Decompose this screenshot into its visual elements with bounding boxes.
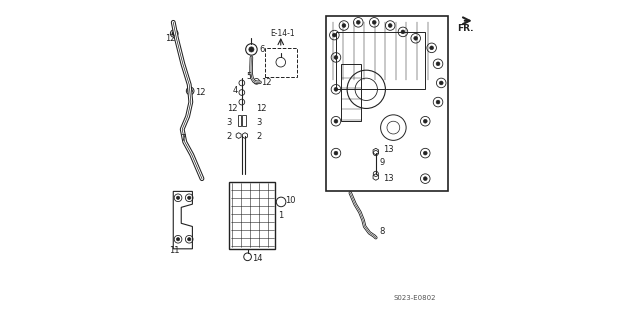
Circle shape bbox=[423, 177, 427, 181]
Circle shape bbox=[172, 31, 177, 36]
Bar bbox=[238, 115, 241, 126]
Text: 11: 11 bbox=[170, 246, 180, 255]
Circle shape bbox=[423, 119, 427, 123]
Text: 7: 7 bbox=[180, 134, 186, 143]
Text: S023-E0802: S023-E0802 bbox=[394, 295, 436, 301]
Circle shape bbox=[334, 151, 338, 155]
Circle shape bbox=[436, 100, 440, 104]
Circle shape bbox=[188, 89, 193, 93]
Text: 12: 12 bbox=[261, 78, 271, 87]
Circle shape bbox=[356, 20, 360, 24]
Text: 12: 12 bbox=[227, 104, 238, 113]
Bar bbox=[336, 32, 425, 89]
Text: 3: 3 bbox=[256, 118, 262, 127]
Text: 4: 4 bbox=[232, 86, 237, 95]
Circle shape bbox=[439, 81, 443, 85]
Circle shape bbox=[334, 56, 338, 59]
Text: 10: 10 bbox=[285, 196, 296, 205]
Text: 8: 8 bbox=[379, 227, 385, 236]
Circle shape bbox=[414, 36, 418, 40]
Text: 2: 2 bbox=[226, 132, 231, 141]
Text: 14: 14 bbox=[252, 254, 263, 263]
Text: 12: 12 bbox=[165, 34, 176, 43]
Bar bbox=[243, 115, 246, 126]
Circle shape bbox=[429, 46, 433, 50]
Text: 2: 2 bbox=[256, 132, 262, 141]
Text: 12: 12 bbox=[256, 104, 267, 113]
Circle shape bbox=[177, 238, 180, 241]
Text: FR.: FR. bbox=[457, 24, 474, 33]
Text: 3: 3 bbox=[226, 118, 231, 127]
Text: 5: 5 bbox=[246, 72, 252, 81]
Circle shape bbox=[188, 196, 191, 199]
Circle shape bbox=[342, 24, 346, 27]
Circle shape bbox=[388, 24, 392, 27]
Circle shape bbox=[177, 196, 180, 199]
Bar bbox=[326, 16, 447, 191]
Circle shape bbox=[334, 119, 338, 123]
Text: 9: 9 bbox=[380, 158, 385, 167]
Bar bbox=[229, 182, 275, 249]
Bar bbox=[265, 48, 297, 77]
Circle shape bbox=[332, 33, 336, 37]
Circle shape bbox=[423, 151, 427, 155]
Circle shape bbox=[401, 30, 405, 34]
Circle shape bbox=[249, 47, 254, 52]
Text: 6: 6 bbox=[259, 45, 265, 54]
Text: E-14-1: E-14-1 bbox=[271, 29, 295, 38]
Bar bbox=[340, 64, 362, 121]
Text: 13: 13 bbox=[383, 174, 394, 183]
Text: 1: 1 bbox=[278, 211, 284, 220]
Circle shape bbox=[436, 62, 440, 66]
Circle shape bbox=[372, 20, 376, 24]
Text: 13: 13 bbox=[383, 145, 394, 154]
Text: 12: 12 bbox=[195, 88, 205, 97]
Circle shape bbox=[188, 238, 191, 241]
Circle shape bbox=[334, 87, 338, 91]
